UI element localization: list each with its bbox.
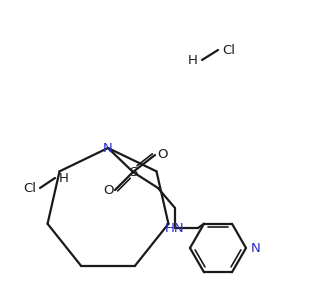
Text: N: N bbox=[103, 141, 113, 155]
Text: O: O bbox=[157, 149, 167, 161]
Text: S: S bbox=[129, 166, 137, 179]
Text: N: N bbox=[251, 242, 261, 254]
Text: H: H bbox=[59, 172, 69, 184]
Text: Cl: Cl bbox=[23, 181, 36, 195]
Text: Cl: Cl bbox=[222, 43, 235, 57]
Text: HN: HN bbox=[165, 222, 185, 234]
Text: O: O bbox=[103, 184, 113, 196]
Text: H: H bbox=[188, 54, 198, 66]
